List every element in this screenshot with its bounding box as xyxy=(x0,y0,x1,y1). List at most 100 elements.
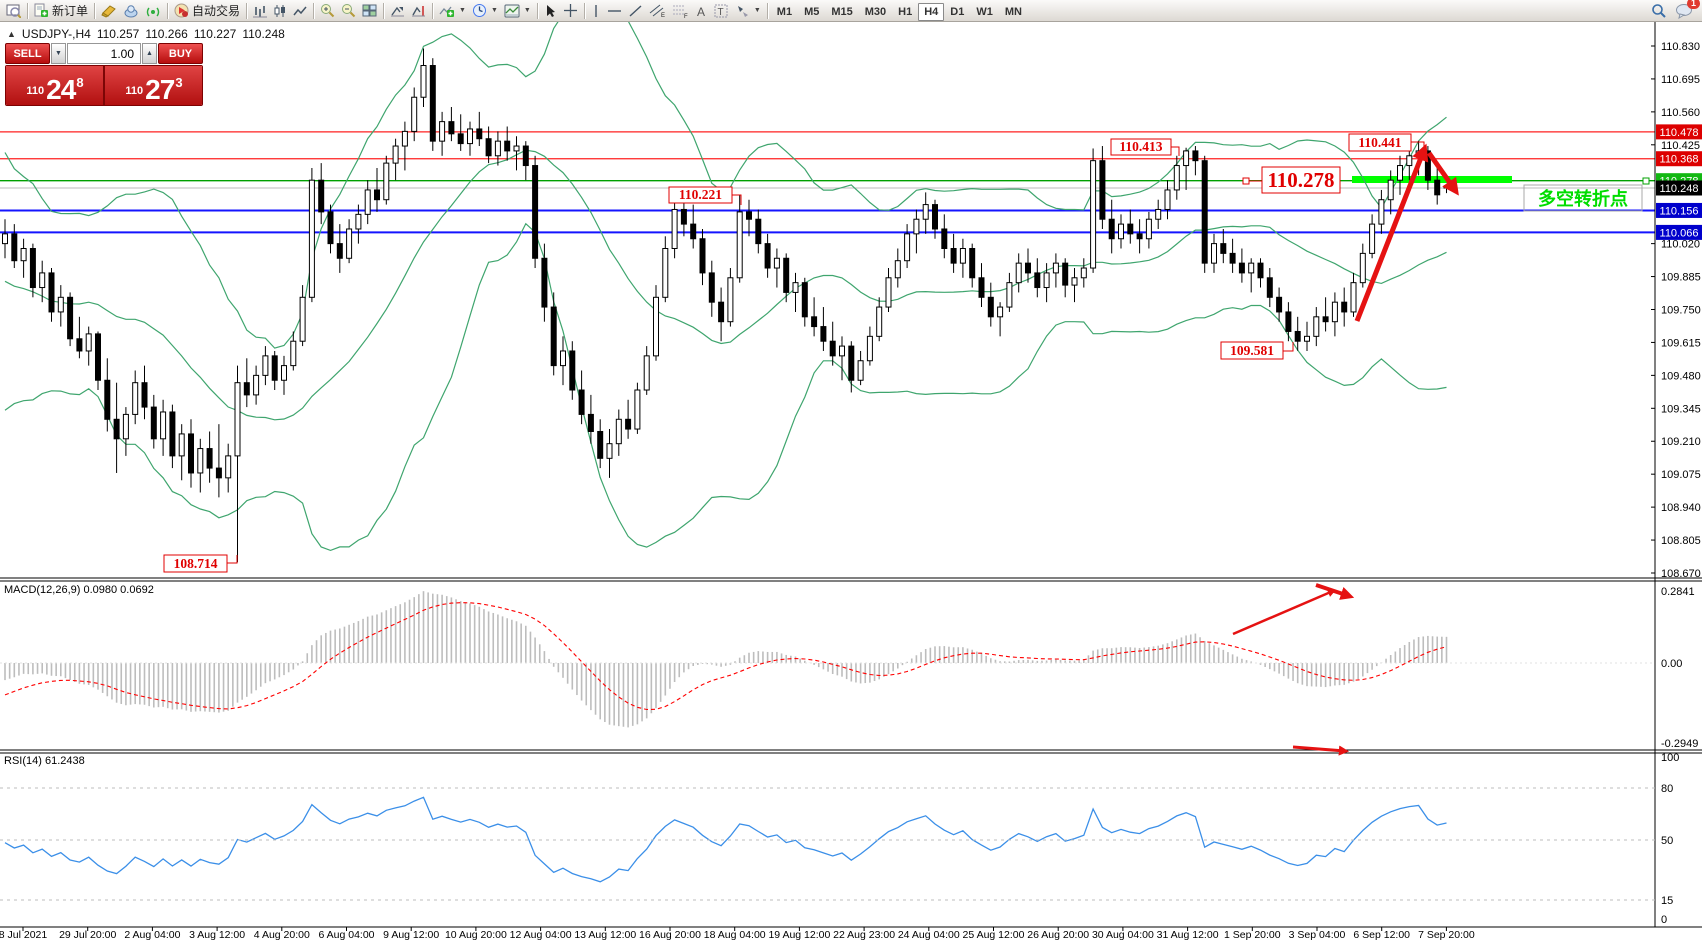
candle-bull xyxy=(1052,262,1059,274)
timeframe-D1[interactable]: D1 xyxy=(950,5,965,18)
autoscroll-button[interactable] xyxy=(387,1,408,20)
svg-text:E: E xyxy=(661,13,665,18)
candle-bull xyxy=(20,248,27,262)
price-callout[interactable] xyxy=(668,186,733,204)
search-button[interactable] xyxy=(1651,3,1667,19)
community-button[interactable] xyxy=(120,1,142,20)
buy-button[interactable]: BUY xyxy=(158,43,203,64)
text-button[interactable]: A xyxy=(692,1,711,20)
note-box[interactable] xyxy=(1523,184,1643,212)
autotrade-button[interactable]: 自动交易 xyxy=(171,1,243,20)
candlestick-button[interactable] xyxy=(270,1,290,20)
price-tick-label: 109.210 xyxy=(1661,436,1701,448)
fibonacci-button[interactable]: F xyxy=(669,1,692,20)
macd-signal-line xyxy=(4,602,1447,711)
timeframe-W1[interactable]: W1 xyxy=(976,5,993,18)
drawn-arrow[interactable] xyxy=(1315,583,1355,600)
candle-bull xyxy=(346,228,353,259)
tile-windows-button[interactable] xyxy=(359,1,380,20)
svg-text:A: A xyxy=(697,5,705,18)
trendline-button[interactable] xyxy=(625,1,646,20)
green-trend-bar[interactable] xyxy=(1352,176,1512,183)
timeframe-M15[interactable]: M15 xyxy=(831,5,853,18)
candle-bear xyxy=(680,208,687,225)
indicators-icon xyxy=(439,6,455,17)
notifications-button[interactable]: 1 xyxy=(1675,0,1700,19)
candle-bear xyxy=(485,138,492,157)
callout-tail xyxy=(227,555,238,564)
candle-bull xyxy=(1378,199,1385,225)
price-callout[interactable] xyxy=(1220,341,1284,360)
price-callout[interactable] xyxy=(1110,138,1172,156)
price-callout[interactable] xyxy=(1348,133,1412,152)
candle-bull xyxy=(85,333,92,352)
candle-bear xyxy=(1285,311,1292,332)
chart-shift-button[interactable] xyxy=(408,1,429,20)
drawn-arrow[interactable] xyxy=(1232,589,1337,636)
price-callout[interactable] xyxy=(163,554,228,573)
drawn-arrow[interactable] xyxy=(1354,143,1429,322)
drawn-arrow[interactable] xyxy=(1426,151,1459,196)
price-callout-label[interactable]: 110.278 xyxy=(1267,168,1334,192)
indicators-button[interactable]: ▼ xyxy=(436,1,469,20)
horizontal-line-button[interactable] xyxy=(604,1,625,20)
equidistant-channel-button[interactable]: E xyxy=(646,1,669,20)
vertical-line-button[interactable] xyxy=(588,1,604,20)
timeframe-M1[interactable]: M1 xyxy=(776,5,793,18)
dropdown-arrow-icon: ▼ xyxy=(490,7,498,14)
candle-bear xyxy=(1127,223,1134,235)
text-label-button[interactable]: T xyxy=(711,1,732,20)
cursor-button[interactable] xyxy=(541,1,560,20)
price-callout-label[interactable]: 110.413 xyxy=(1119,139,1162,154)
candle-bull xyxy=(308,179,315,298)
line-chart-button[interactable] xyxy=(290,1,310,20)
zoom-in-button[interactable] xyxy=(317,1,338,20)
candle-bull xyxy=(1145,218,1152,240)
candle-bull xyxy=(959,248,966,264)
styler-button[interactable] xyxy=(98,1,120,20)
drawn-arrow[interactable] xyxy=(1292,745,1350,756)
time-tick-label: 30 Aug 04:00 xyxy=(1092,929,1154,941)
price-callout-label[interactable]: 110.221 xyxy=(679,187,722,202)
candle-bull xyxy=(494,140,501,157)
bar-chart-button[interactable] xyxy=(250,1,270,20)
volume-increase-button[interactable]: ▲ xyxy=(142,43,157,64)
zoom-out-button[interactable] xyxy=(338,1,359,20)
volume-input[interactable] xyxy=(67,43,141,64)
note-label[interactable]: 多空转折点 xyxy=(1538,188,1628,209)
timeframe-MN[interactable]: MN xyxy=(1004,5,1022,18)
market-watch-icon[interactable] xyxy=(3,1,24,20)
signals-button[interactable] xyxy=(142,1,164,20)
candle-bear xyxy=(978,277,985,298)
volume-decrease-button[interactable]: ▼ xyxy=(51,43,66,64)
candle-bear xyxy=(718,301,725,323)
candle-bull xyxy=(1090,160,1097,269)
candle-bull xyxy=(662,248,669,298)
candle-bull xyxy=(913,218,920,235)
sell-price-tile[interactable]: 110 24 8 xyxy=(6,66,103,105)
sell-button[interactable]: SELL xyxy=(5,43,50,64)
price-callout-label[interactable]: 110.441 xyxy=(1358,135,1401,150)
timeframe-H1[interactable]: H1 xyxy=(898,5,913,18)
candle-bear xyxy=(67,296,74,340)
timeframe-H4[interactable]: H4 xyxy=(918,2,945,21)
buy-price-tile[interactable]: 110 27 3 xyxy=(103,66,202,105)
price-callout[interactable] xyxy=(1261,166,1341,194)
timeframe-M5[interactable]: M5 xyxy=(804,5,820,18)
shapes-button[interactable]: ▼ xyxy=(732,1,764,20)
line-handle[interactable] xyxy=(1642,177,1650,185)
candle-bull xyxy=(885,277,892,308)
candle-bear xyxy=(941,228,948,250)
price-callout-label[interactable]: 109.581 xyxy=(1230,343,1274,358)
crosshair-button[interactable] xyxy=(560,1,581,20)
new-order-button[interactable]: 新订单 xyxy=(31,1,91,20)
candle-bull xyxy=(178,433,185,457)
callout-tail xyxy=(1171,146,1180,156)
collapse-triangle-icon[interactable]: ▲ xyxy=(7,29,16,39)
periods-button[interactable]: ▼ xyxy=(469,1,501,20)
timeframe-M30[interactable]: M30 xyxy=(864,5,887,18)
templates-button[interactable]: ▼ xyxy=(501,1,534,20)
candle-bull xyxy=(467,128,473,145)
price-callout-label[interactable]: 108.714 xyxy=(174,556,218,571)
